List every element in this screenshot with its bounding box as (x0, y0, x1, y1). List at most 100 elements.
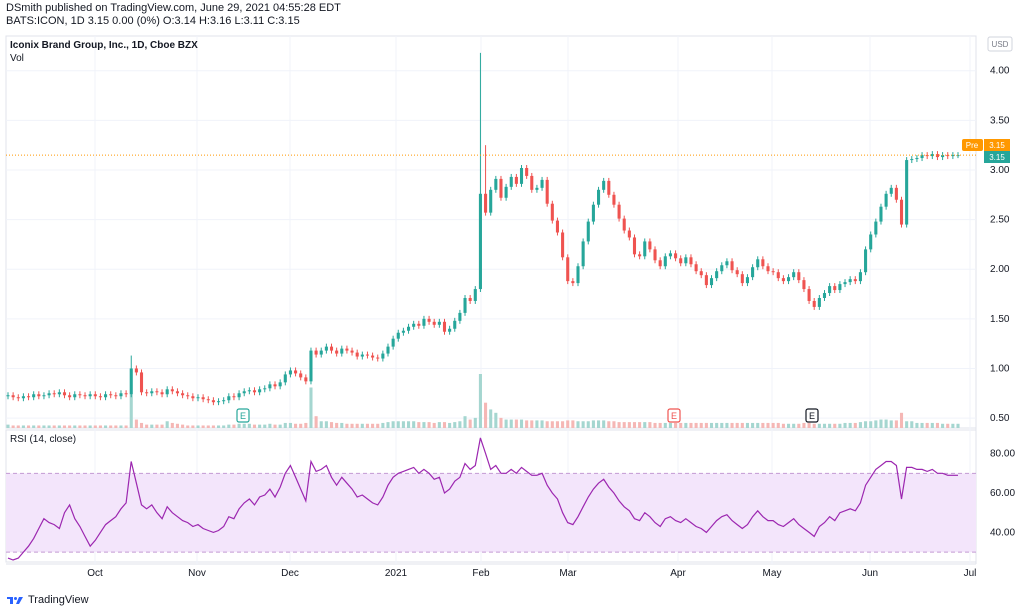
volume-bar (848, 422, 852, 428)
volume-bar (417, 422, 421, 428)
last-price-label: 3.15 (989, 153, 1005, 162)
candle-body (905, 160, 909, 225)
candle-body (422, 318, 426, 326)
earnings-marker (236, 408, 250, 423)
rsi-tick-label: 80.00 (990, 449, 1015, 460)
candle-body (252, 390, 257, 393)
volume-bar (858, 422, 862, 428)
volume-bar (407, 421, 411, 428)
volume-bar (607, 421, 611, 428)
ohlc-line: BATS:ICON, 1D 3.15 0.00 (0%) O:3.14 H:3.… (6, 15, 300, 27)
volume-bar (211, 425, 215, 428)
candle-body (288, 370, 292, 375)
candle-body (283, 374, 287, 383)
volume-bar (37, 425, 41, 428)
candle-body (119, 393, 123, 397)
volume-bar (16, 425, 20, 428)
volume-bar (776, 422, 780, 428)
volume-bar (42, 425, 46, 428)
candle-body (540, 179, 544, 188)
time-tick-label: May (763, 568, 782, 579)
candle-body (663, 256, 667, 267)
volume-bar (833, 423, 837, 428)
volume-bar (396, 421, 400, 428)
candle-body (591, 204, 595, 222)
candle-body (314, 350, 318, 355)
candle-body (915, 158, 919, 160)
footer: TradingView (6, 594, 89, 606)
volume-bar (540, 420, 544, 428)
time-tick-label: Apr (670, 568, 686, 579)
candle-body (448, 328, 452, 332)
candle-body (134, 368, 138, 373)
candle-body (899, 199, 904, 225)
volume-bar (571, 420, 575, 428)
candle-body (401, 330, 405, 333)
volume-bar (355, 423, 359, 428)
volume-bar (47, 425, 51, 428)
candle-body (114, 395, 118, 397)
candle-body (139, 372, 144, 393)
volume-bar (602, 420, 606, 428)
volume-bar (828, 423, 832, 428)
candle-body (725, 261, 729, 266)
volume-bar (21, 425, 25, 428)
volume-bar (340, 422, 344, 428)
candle-body (437, 321, 441, 325)
candle-body (432, 321, 436, 325)
volume-bar (145, 424, 149, 428)
volume-bar (489, 409, 493, 428)
volume-bar (663, 422, 667, 428)
candle-body (586, 221, 590, 242)
candle-body (571, 281, 575, 284)
volume-bar (468, 419, 472, 428)
price-tick-label: 0.50 (990, 413, 1010, 424)
volume-bar (119, 425, 123, 428)
candle-body (545, 179, 549, 204)
volume-bar (586, 421, 590, 428)
candle-body (124, 393, 128, 395)
candle-body (920, 155, 924, 159)
candle-body (499, 178, 503, 198)
time-tick-label: Nov (188, 568, 206, 579)
volume-bar (88, 425, 92, 428)
volume-bar (432, 422, 436, 428)
volume-bar (27, 425, 31, 428)
candle-body (787, 277, 791, 282)
candle-body (294, 370, 298, 374)
candle-body (417, 323, 421, 326)
volume-bar (365, 423, 369, 428)
candle-body (771, 271, 775, 273)
candle-body (206, 399, 210, 401)
volume-bar (751, 422, 755, 428)
volume-bar (191, 425, 195, 428)
candle-body (869, 234, 873, 250)
volume-bar (453, 422, 457, 428)
volume-bar (57, 425, 61, 428)
candle-body (263, 388, 267, 390)
candle-body (468, 297, 472, 301)
candle-body (381, 353, 385, 359)
candle-body (668, 253, 672, 257)
candle-body (37, 394, 41, 397)
volume-bar (838, 423, 842, 428)
volume-bar (227, 424, 231, 428)
candle-body (658, 260, 662, 267)
candle-body (463, 297, 467, 313)
volume-bar (658, 422, 662, 428)
candle-body (509, 176, 513, 187)
volume-bar (812, 423, 816, 428)
candle-body (242, 391, 246, 394)
volume-bar (324, 421, 328, 428)
candle-body (776, 272, 780, 279)
volume-bar (591, 420, 595, 428)
candle-body (864, 249, 868, 273)
volume-bar (62, 425, 67, 428)
volume-bar (258, 424, 262, 428)
volume-bar (232, 424, 236, 428)
volume-bar (725, 422, 729, 428)
candle-body (797, 272, 801, 281)
volume-bar (294, 423, 298, 428)
volume-bar (386, 422, 390, 428)
